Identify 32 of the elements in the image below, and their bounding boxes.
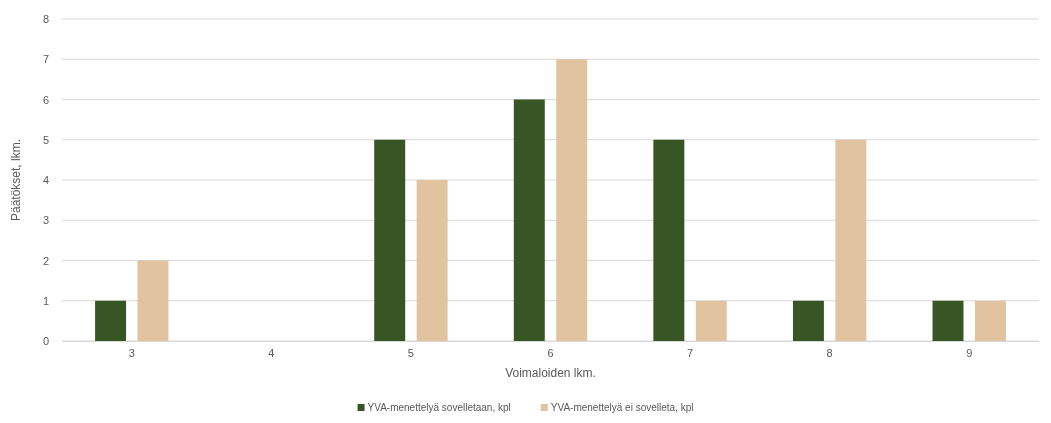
- y-tick-label: 2: [42, 254, 49, 267]
- bar: [792, 300, 824, 341]
- y-tick-label: 5: [42, 133, 49, 146]
- y-tick-label: 7: [42, 53, 49, 66]
- legend-label: YVA-menettelyä ei sovelleta, kpl: [550, 402, 694, 413]
- bar: [374, 139, 406, 341]
- y-tick-label: 3: [42, 214, 49, 227]
- x-tick-label: 9: [966, 347, 973, 360]
- legend-label: YVA-menettelyä sovelletaan, kpl: [367, 402, 511, 413]
- bar: [137, 260, 169, 341]
- bar: [695, 300, 727, 341]
- y-tick-label: 0: [42, 335, 49, 348]
- bar: [416, 180, 448, 341]
- y-tick-label: 6: [42, 93, 49, 106]
- x-tick-label: 3: [128, 347, 135, 360]
- y-axis-title: Päätökset, lkm.: [9, 138, 23, 222]
- x-tick-label: 5: [407, 347, 414, 360]
- bar: [974, 300, 1006, 341]
- y-tick-label: 1: [42, 294, 49, 307]
- bar: [835, 139, 867, 341]
- x-tick-label: 8: [826, 347, 833, 360]
- y-tick-label: 4: [42, 174, 49, 187]
- bar: [556, 59, 588, 341]
- x-axis-title: Voimaloiden lkm.: [505, 366, 596, 380]
- x-tick-label: 6: [547, 347, 554, 360]
- bar: [653, 139, 685, 341]
- x-tick-label: 7: [687, 347, 694, 360]
- x-tick-label: 4: [268, 347, 275, 360]
- bar: [513, 99, 545, 341]
- y-tick-label: 8: [42, 13, 49, 26]
- bar: [932, 300, 964, 341]
- bar: [95, 300, 127, 341]
